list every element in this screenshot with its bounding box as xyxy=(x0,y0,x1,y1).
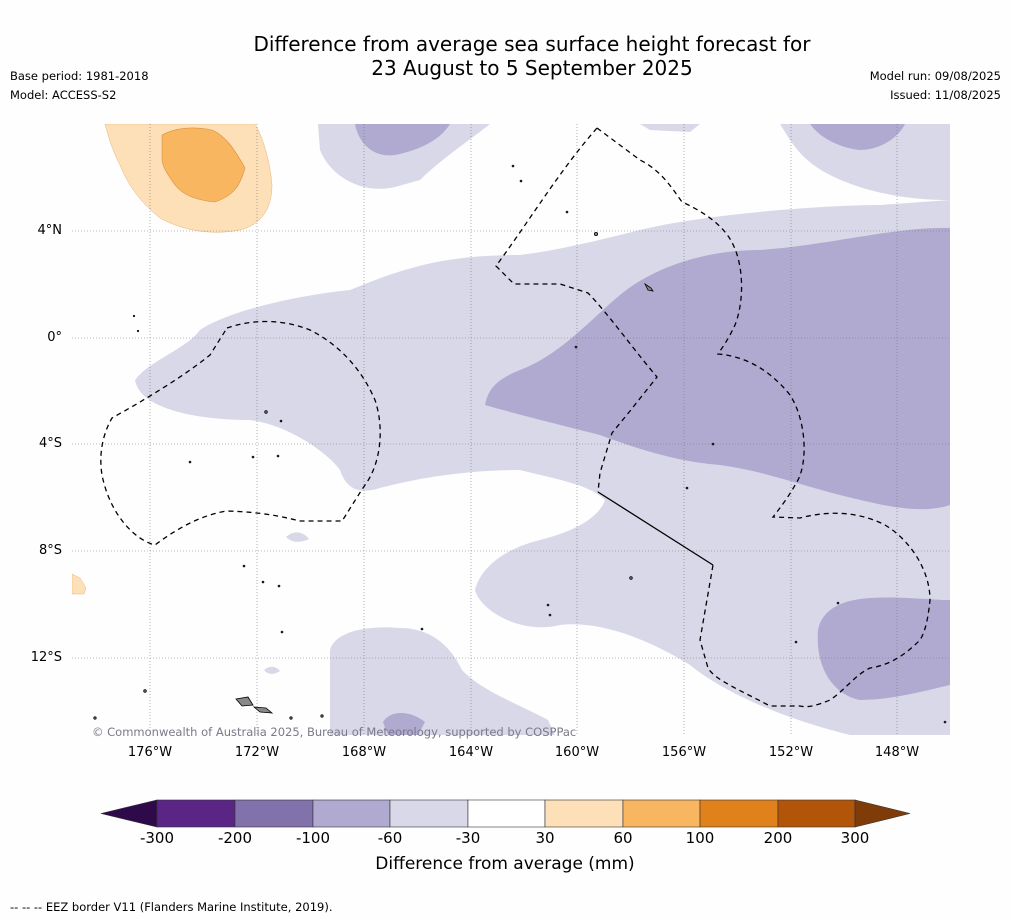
title-line-1: Difference from average sea surface heig… xyxy=(253,32,811,56)
base-period: Base period: 1981-2018 xyxy=(10,69,149,83)
meta-right: Model run: 09/08/2025 Issued: 11/08/2025 xyxy=(870,67,1001,105)
lon-label: 176°W xyxy=(127,745,173,760)
colorbar-tick: -200 xyxy=(217,829,253,847)
colorbar-tick: -100 xyxy=(295,829,331,847)
lon-label: 168°W xyxy=(341,745,387,760)
lon-label: 156°W xyxy=(661,745,707,760)
issued-date: Issued: 11/08/2025 xyxy=(890,88,1001,102)
map-title: Difference from average sea surface heig… xyxy=(232,32,832,80)
meta-left: Base period: 1981-2018 Model: ACCESS-S2 xyxy=(10,67,149,105)
lon-label: 160°W xyxy=(554,745,600,760)
copyright-notice: © Commonwealth of Australia 2025, Bureau… xyxy=(92,725,577,739)
anomaly-medium-negative xyxy=(355,124,950,735)
islands xyxy=(93,164,947,724)
eez-legend: -- -- -- EEZ border V11 (Flanders Marine… xyxy=(10,900,333,914)
lon-label: 152°W xyxy=(768,745,814,760)
colorbar-label: Difference from average (mm) xyxy=(375,854,635,874)
title-line-2: 23 August to 5 September 2025 xyxy=(371,56,693,80)
colorbar-tick: 200 xyxy=(763,829,793,847)
lat-label: 0° xyxy=(47,330,62,345)
colorbar-tick: 60 xyxy=(613,829,633,847)
colorbar-tick: 100 xyxy=(685,829,715,847)
colorbar-tick: -300 xyxy=(139,829,175,847)
colorbar-tick: -60 xyxy=(377,829,403,847)
colorbar-tick: -30 xyxy=(455,829,481,847)
model-name: Model: ACCESS-S2 xyxy=(10,88,117,102)
model-run-date: Model run: 09/08/2025 xyxy=(869,69,1001,83)
lon-label: 148°W xyxy=(874,745,920,760)
map-gridlines xyxy=(72,124,950,735)
lat-label: 4°N xyxy=(37,223,63,238)
lon-label: 164°W xyxy=(448,745,494,760)
colorbar-tick: 30 xyxy=(535,829,555,847)
lat-label: 4°S xyxy=(38,436,62,451)
maritime-boundary-line xyxy=(597,491,714,566)
anomaly-medium-positive xyxy=(161,127,246,203)
lat-label: 12°S xyxy=(30,650,62,665)
lon-label: 172°W xyxy=(234,745,280,760)
colorbar-tick: 300 xyxy=(840,829,870,847)
eez-borders xyxy=(100,127,931,708)
lat-label: 8°S xyxy=(38,543,62,558)
